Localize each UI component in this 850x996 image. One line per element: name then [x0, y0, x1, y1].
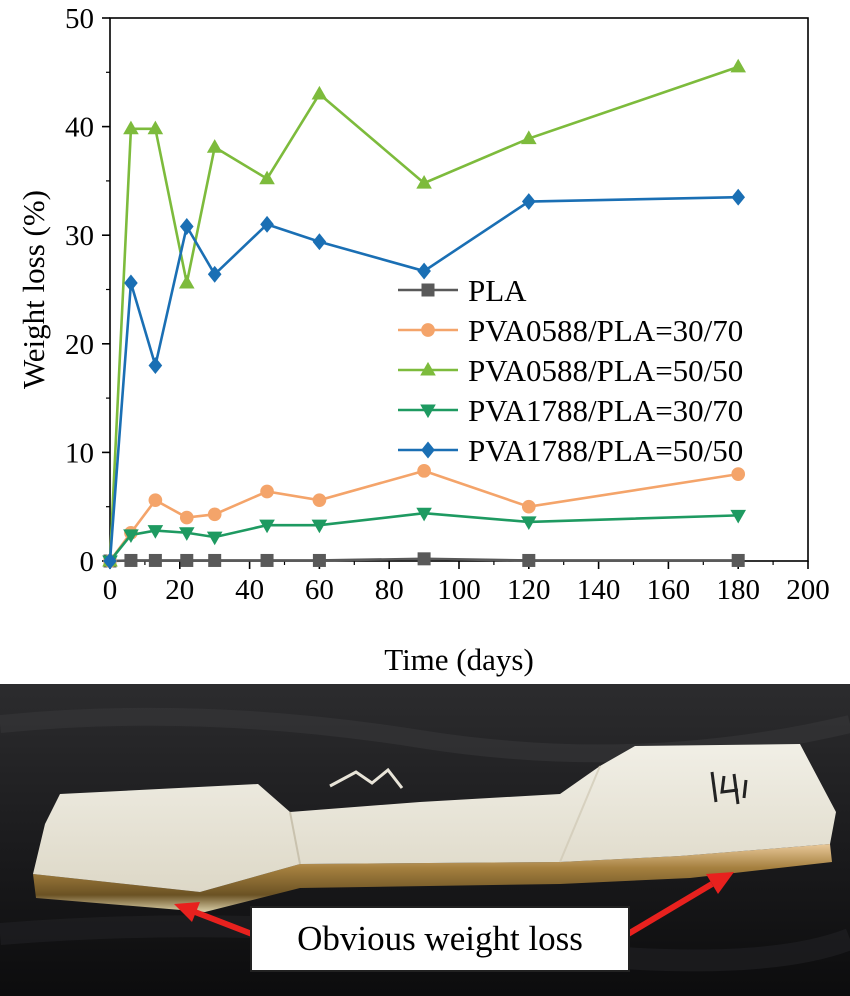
- legend-label: PVA1788/PLA=50/50: [468, 433, 743, 468]
- data-point: [207, 265, 222, 283]
- x-tick-label: 20: [165, 574, 194, 606]
- data-point: [312, 553, 326, 567]
- x-tick-label: 0: [103, 574, 118, 606]
- data-point: [206, 139, 223, 153]
- series-line: [108, 511, 739, 562]
- data-point: [208, 553, 222, 567]
- callout-label: Obvious weight loss: [250, 906, 630, 972]
- data-point: [521, 130, 537, 145]
- series-1: [103, 552, 745, 568]
- data-point: [207, 507, 222, 522]
- specimen-handwritten-mark: [710, 771, 748, 805]
- x-tick-label: 100: [437, 574, 481, 606]
- data-point: [731, 188, 746, 206]
- data-point: [124, 553, 138, 567]
- series-line: [108, 469, 739, 562]
- data-point: [260, 484, 274, 499]
- data-point: [148, 357, 163, 374]
- data-point: [417, 262, 431, 280]
- specimen-photo-art: [0, 684, 850, 996]
- chart: 0 20 40 60 80 100 120 140 160 180 200 0 10 20 30 40 50 Ti…: [16, 3, 830, 677]
- data-point: [103, 552, 117, 570]
- legend-marker: [421, 441, 435, 459]
- data-point: [123, 120, 139, 135]
- data-point: [180, 553, 194, 567]
- data-point: [123, 529, 139, 544]
- data-point: [124, 274, 138, 292]
- data-point: [178, 527, 195, 541]
- x-tick-label: 180: [716, 574, 760, 606]
- x-tick-label: 60: [305, 574, 334, 606]
- legend-marker: [421, 283, 435, 297]
- y-tick-label: 10: [65, 437, 94, 469]
- data-point: [179, 510, 194, 525]
- specimen-top: [33, 744, 836, 892]
- data-point: [148, 553, 162, 567]
- x-tick-label: 80: [375, 574, 404, 606]
- legend-marker: [421, 323, 435, 337]
- legend-entry: PVA1788/PLA=30/70: [398, 393, 743, 428]
- y-tick-label: 50: [65, 3, 94, 35]
- legend-entry: PVA0588/PLA=30/70: [398, 313, 743, 348]
- legend-entry: PVA1788/PLA=50/50: [398, 433, 743, 468]
- data-point: [148, 493, 163, 508]
- series-5: [103, 188, 746, 570]
- data-point: [311, 519, 328, 534]
- data-point: [178, 274, 195, 289]
- data-point: [522, 553, 536, 567]
- data-point: [521, 499, 536, 514]
- data-point: [730, 509, 746, 524]
- legend-label: PLA: [468, 273, 527, 308]
- data-point: [147, 525, 164, 539]
- data-point: [521, 516, 537, 531]
- y-tick-label: 20: [65, 329, 94, 361]
- data-point: [259, 170, 275, 185]
- data-point: [179, 218, 194, 235]
- data-point: [260, 215, 274, 233]
- x-tick-label: 40: [235, 574, 264, 606]
- data-point: [206, 531, 223, 546]
- x-tick-label: 200: [786, 574, 830, 606]
- data-point: [416, 507, 432, 522]
- y-tick-label: 40: [65, 112, 94, 144]
- series-line: [109, 557, 739, 563]
- legend-marker: [420, 404, 436, 419]
- data-point: [311, 85, 328, 100]
- data-point: [417, 464, 431, 478]
- x-tick-label: 140: [577, 574, 621, 606]
- data-point: [730, 58, 746, 73]
- data-point: [312, 233, 327, 251]
- x-tick-label: 160: [647, 574, 691, 606]
- data-point: [416, 174, 432, 189]
- data-point: [731, 467, 746, 481]
- data-point: [312, 493, 327, 508]
- specimen-photo: [0, 684, 850, 996]
- x-tick-label: 120: [507, 574, 551, 606]
- series-line: [108, 195, 739, 562]
- y-tick-label: 30: [65, 220, 94, 252]
- series-4: [102, 507, 746, 570]
- callout-arrows: [174, 872, 734, 937]
- legend-entry: PVA0588/PLA=50/50: [398, 353, 743, 388]
- x-axis-label: Time (days): [384, 642, 534, 677]
- data-point: [147, 120, 164, 135]
- specimen-side: [33, 844, 832, 912]
- legend-label: PVA0588/PLA=30/70: [468, 313, 743, 348]
- y-tick-label: 0: [80, 546, 95, 578]
- y-axis-label: Weight loss (%): [16, 190, 51, 389]
- legend-marker: [420, 361, 436, 376]
- legend-label: PVA0588/PLA=50/50: [468, 353, 743, 388]
- legend-label: PVA1788/PLA=30/70: [468, 393, 743, 428]
- series-line: [108, 65, 739, 562]
- data-point: [417, 552, 431, 566]
- data-point: [259, 519, 275, 534]
- data-point: [260, 553, 274, 567]
- data-point: [731, 553, 745, 567]
- legend-entry: PLA: [398, 273, 527, 308]
- series-3: [102, 58, 746, 567]
- data-point: [521, 193, 536, 210]
